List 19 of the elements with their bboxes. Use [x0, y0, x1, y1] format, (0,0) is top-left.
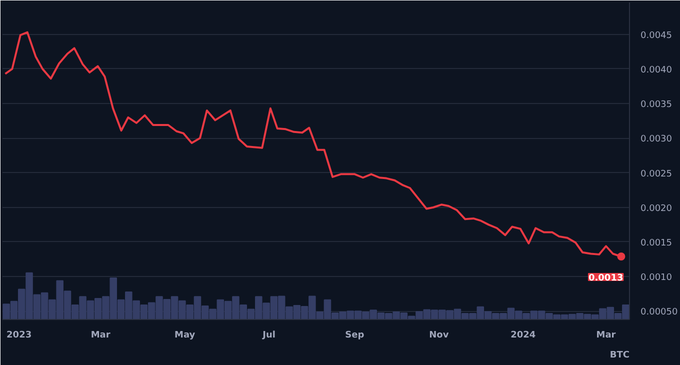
text: BTC [610, 350, 630, 360]
y-tick-label: 0.0030 [640, 134, 672, 145]
y-tick-label: 0.0010 [640, 273, 672, 284]
x-tick-label: Mar [90, 330, 111, 340]
x-tick-label: Mar [596, 330, 616, 340]
x-tick-label: 2023 [6, 330, 32, 340]
y-tick-label: 0.0035 [640, 100, 672, 110]
y-tick-label: 0.0020 [640, 204, 672, 214]
x-tick-label: May [174, 330, 196, 340]
y-tick-label: 0.00050 [640, 308, 678, 318]
x-tick-label: Jul [262, 330, 276, 340]
y-tick-label: 0.0040 [640, 65, 672, 76]
y-tick-label: 0.0045 [640, 30, 672, 41]
y-tick-label: 0.0015 [640, 238, 672, 248]
data-label: 0.0013 [588, 274, 624, 284]
y-tick-label: 0.0025 [640, 169, 672, 180]
x-tick-label: 2024 [510, 330, 536, 340]
x-tick-label: Sep [345, 330, 365, 340]
x-tick-label: Nov [429, 330, 449, 340]
